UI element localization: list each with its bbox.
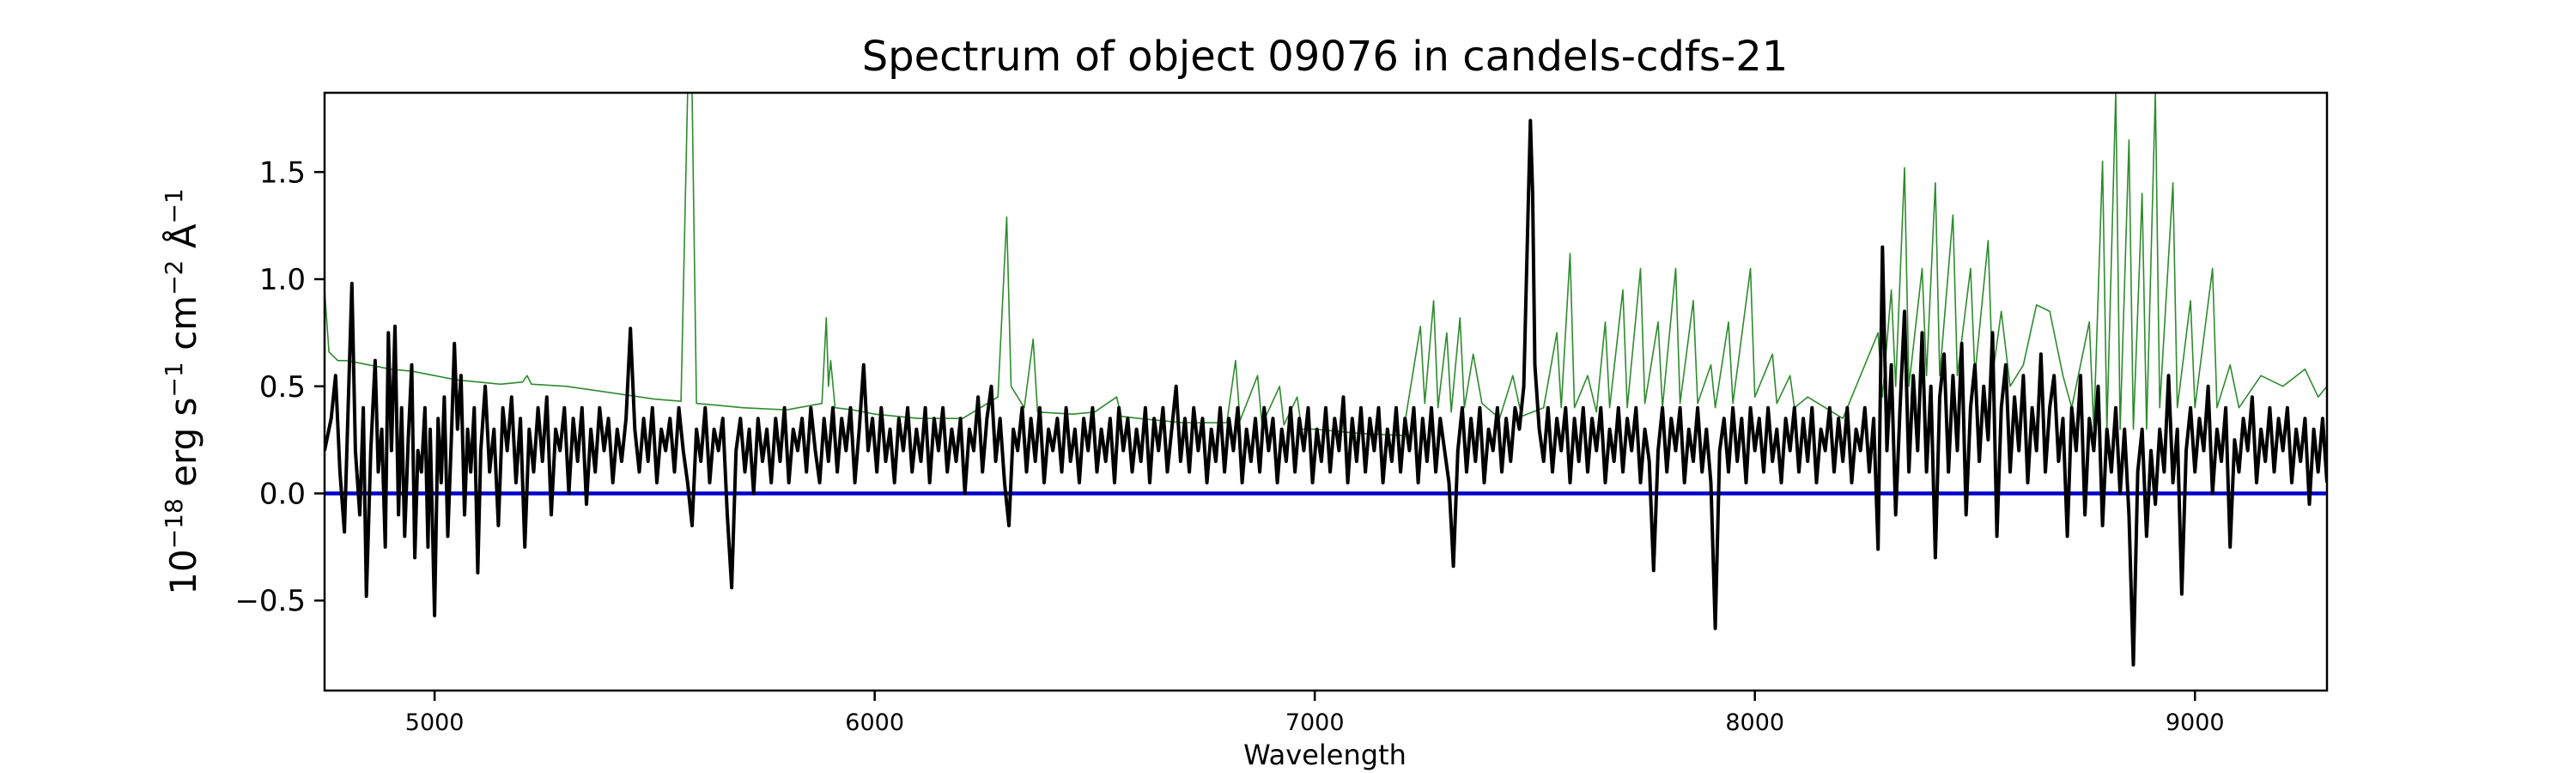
- x-tick-label: 5000: [405, 709, 465, 736]
- x-tick-label: 7000: [1285, 709, 1345, 736]
- y-label-unit3: Å: [161, 223, 204, 259]
- plot-frame: [323, 91, 2329, 692]
- series-line-flux: [325, 119, 2327, 667]
- x-axis: 5000 6000 7000 8000 9000: [405, 691, 2225, 736]
- x-axis-label: Wavelength: [1243, 739, 1406, 771]
- y-label-base: 10: [162, 549, 204, 594]
- y-label-exp: −18: [160, 498, 188, 549]
- y-tick-label: 0.5: [259, 370, 306, 405]
- y-label-exp1: −1: [160, 362, 188, 397]
- y-label-exp2: −2: [160, 260, 188, 295]
- y-tick-label: 1.5: [259, 155, 306, 190]
- y-label-exp3: −1: [160, 188, 188, 223]
- y-tick-label: 1.0: [259, 263, 306, 297]
- y-axis-label: 10−18 erg s−1 cm−2 Å−1: [160, 188, 204, 594]
- x-tick-label: 6000: [845, 709, 904, 736]
- x-tick-label: 8000: [1725, 709, 1784, 736]
- y-label-unit2: cm: [162, 295, 204, 362]
- series-layer: [325, 93, 2327, 667]
- y-label-unit1: erg s: [162, 398, 204, 499]
- y-tick-label: 0.0: [259, 477, 306, 511]
- x-tick-label: 9000: [2166, 709, 2225, 736]
- chart-title: Spectrum of object 09076 in candels-cdfs…: [862, 33, 1789, 81]
- series-line-error-sky: [325, 93, 2327, 436]
- y-tick-label: −0.5: [234, 584, 306, 618]
- y-axis: −0.5 0.0 0.5 1.0 1.5: [234, 155, 325, 618]
